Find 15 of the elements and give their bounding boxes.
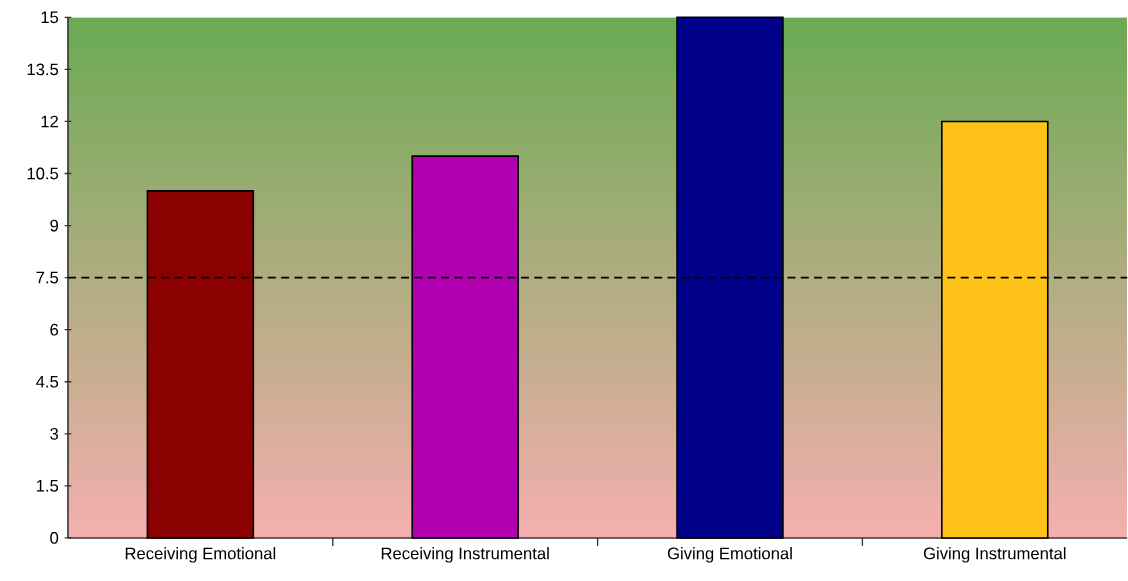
y-tick-label: 4.5 (36, 376, 59, 388)
y-tick-label: 7.5 (36, 272, 59, 284)
x-tick-label: Giving Emotional (667, 547, 792, 563)
y-tick-label: 9 (50, 219, 59, 232)
y-tick-label: 13.5 (27, 63, 59, 76)
x-tick-label: Receiving Instrumental (381, 547, 549, 563)
x-tick-label: Giving Instrumental (923, 547, 1066, 563)
x-tick-label: Receiving Emotional (125, 547, 276, 563)
y-tick-label: 12 (41, 115, 58, 128)
y-tick-label: 6 (50, 324, 59, 336)
y-tick-label: 15 (41, 11, 59, 24)
y-tick-label: 3 (50, 428, 59, 440)
y-tick-label: 1.5 (36, 480, 59, 492)
y-tick-label: 0 (50, 532, 59, 545)
y-tick-label: 10.5 (27, 167, 59, 180)
